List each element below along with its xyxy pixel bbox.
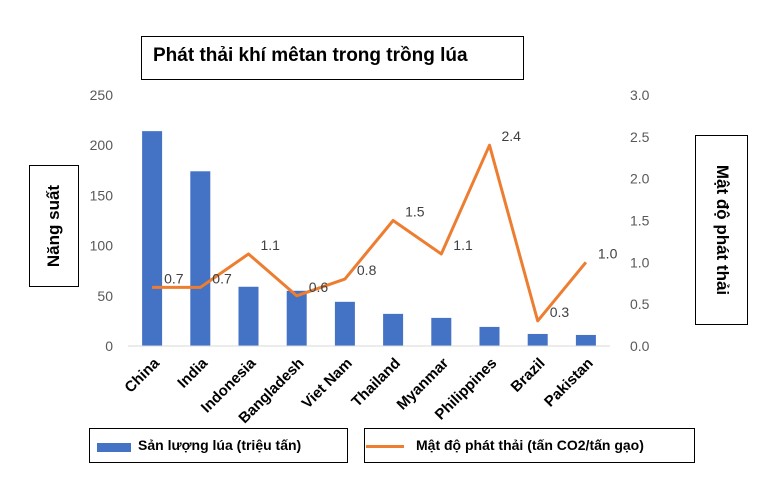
left-axis-label-box: Năng suất: [29, 165, 79, 287]
bar: [575, 334, 596, 346]
right-tick-label: 0.0: [630, 338, 650, 354]
chart-title: Phát thải khí mêtan trong trồng lúa: [153, 45, 468, 66]
right-axis-label-box: Mật độ phát thải: [695, 135, 748, 325]
left-tick-label: 50: [97, 288, 113, 304]
legend-bar-label: Sản lượng lúa (triệu tấn): [138, 437, 302, 453]
chart-title-box: Phát thải khí mêtan trong trồng lúa: [141, 36, 524, 80]
bar: [142, 131, 163, 346]
right-tick-label: 0.5: [630, 296, 650, 312]
line-data-label: 1.0: [598, 245, 618, 261]
line-data-label: 1.1: [453, 237, 473, 253]
bar: [479, 326, 500, 346]
right-tick-label: 3.0: [630, 87, 650, 103]
category-label: China: [121, 354, 163, 396]
bar: [238, 286, 259, 346]
bar: [527, 333, 548, 346]
line-data-label: 1.5: [405, 204, 425, 220]
category-label: Brazil: [508, 355, 549, 396]
bar: [190, 171, 211, 346]
bar: [286, 290, 307, 346]
bar-series: [142, 131, 596, 346]
left-tick-label: 150: [90, 187, 114, 203]
right-tick-label: 2.5: [630, 129, 650, 145]
legend-bar-swatch: [97, 443, 131, 452]
legend-line-entry: Mật độ phát thải (tấn CO2/tấn gạo): [364, 428, 695, 463]
left-tick-label: 200: [90, 137, 114, 153]
legend-line-swatch: [366, 445, 404, 448]
line-data-label: 0.8: [357, 262, 377, 278]
left-tick-label: 100: [90, 238, 114, 254]
right-tick-label: 1.0: [630, 254, 650, 270]
right-tick-label: 1.5: [630, 213, 650, 229]
category-label: India: [174, 354, 211, 391]
line-data-label: 0.6: [309, 279, 329, 295]
bar: [431, 317, 452, 346]
line-data-labels: 0.7 0.7 1.1 0.6 0.8 1.5 1.1 2.4 0.3 1.0: [164, 128, 617, 320]
bar: [383, 313, 404, 346]
line-data-label: 1.1: [261, 237, 281, 253]
right-axis-ticks: 0.0 0.5 1.0 1.5 2.0 2.5 3.0: [630, 87, 650, 354]
right-tick-label: 2.0: [630, 171, 650, 187]
line-data-label: 0.3: [550, 304, 570, 320]
line-data-label: 0.7: [212, 270, 232, 286]
category-label: Viet Nam: [299, 355, 356, 412]
left-axis-ticks: 0 50 100 150 200 250: [90, 87, 114, 354]
category-label: Pakistan: [541, 355, 597, 411]
emission-line: [152, 143, 588, 323]
left-tick-label: 0: [105, 338, 113, 354]
bar: [334, 301, 355, 346]
line-data-label: 0.7: [164, 270, 184, 286]
left-axis-label: Năng suất: [44, 184, 63, 268]
line-data-label: 2.4: [502, 128, 522, 144]
legend-line-label: Mật độ phát thải (tấn CO2/tấn gạo): [416, 437, 644, 453]
line-series: [152, 143, 588, 323]
left-tick-label: 250: [90, 87, 114, 103]
right-axis-label: Mật độ phát thải: [712, 164, 732, 296]
legend-bar-entry: Sản lượng lúa (triệu tấn): [89, 428, 348, 463]
